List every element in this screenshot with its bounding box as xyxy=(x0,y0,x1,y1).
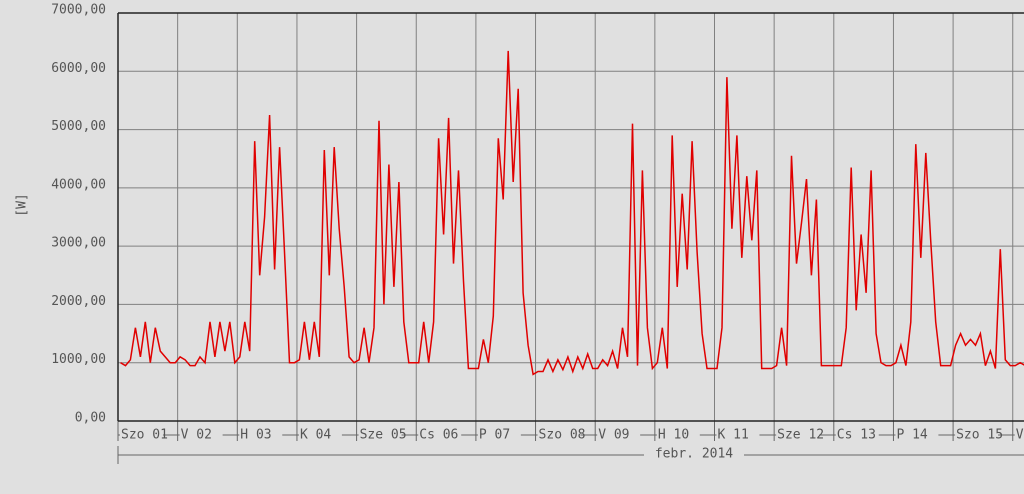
category-label-bg xyxy=(418,428,462,442)
x-tick-label: V xyxy=(1016,428,1024,443)
category-label-bg xyxy=(955,428,999,442)
y-tick-label: 7000,00 xyxy=(51,3,106,18)
category-label-bg xyxy=(477,428,521,442)
x-tick-label: H 10 xyxy=(658,428,689,443)
category-label-bg xyxy=(537,428,581,442)
x-tick-label: Sze 05 xyxy=(360,428,407,443)
x-tick-label: H 03 xyxy=(240,428,271,443)
x-tick-label: K 11 xyxy=(718,428,749,443)
x-tick-label: Cs 06 xyxy=(419,428,458,443)
y-axis-label: [W] xyxy=(15,193,30,216)
x-tick-label: Szo 08 xyxy=(539,428,586,443)
category-label-bg xyxy=(1014,428,1024,442)
y-tick-label: 5000,00 xyxy=(51,119,106,134)
category-label-bg xyxy=(597,428,641,442)
y-tick-label: 3000,00 xyxy=(51,236,106,251)
x-tick-label: V 09 xyxy=(598,428,629,443)
x-tick-label: P 07 xyxy=(479,428,510,443)
category-label-bg xyxy=(895,428,939,442)
category-label-bg xyxy=(656,428,700,442)
category-label-bg xyxy=(835,428,879,442)
y-tick-label: 0,00 xyxy=(75,411,106,426)
y-tick-label: 6000,00 xyxy=(51,61,106,76)
category-label-bg xyxy=(239,428,283,442)
category-label-bg xyxy=(179,428,223,442)
y-tick-label: 2000,00 xyxy=(51,294,106,309)
category-label-bg xyxy=(358,428,402,442)
x-tick-label: K 04 xyxy=(300,428,331,443)
x-axis-label: febr. 2014 xyxy=(655,447,733,462)
x-tick-label: Szo 15 xyxy=(956,428,1003,443)
x-tick-label: Cs 13 xyxy=(837,428,876,443)
category-label-bg xyxy=(776,428,820,442)
x-tick-label: V 02 xyxy=(181,428,212,443)
category-label-bg xyxy=(120,428,163,442)
y-tick-label: 1000,00 xyxy=(51,352,106,367)
category-label-bg xyxy=(298,428,342,442)
x-tick-label: Szo 01 xyxy=(121,428,168,443)
x-tick-label: Sze 12 xyxy=(777,428,824,443)
category-label-bg xyxy=(716,428,760,442)
date-label-bg xyxy=(644,446,744,462)
y-tick-label: 4000,00 xyxy=(51,177,106,192)
data-line xyxy=(120,50,1024,376)
x-tick-label: P 14 xyxy=(896,428,927,443)
